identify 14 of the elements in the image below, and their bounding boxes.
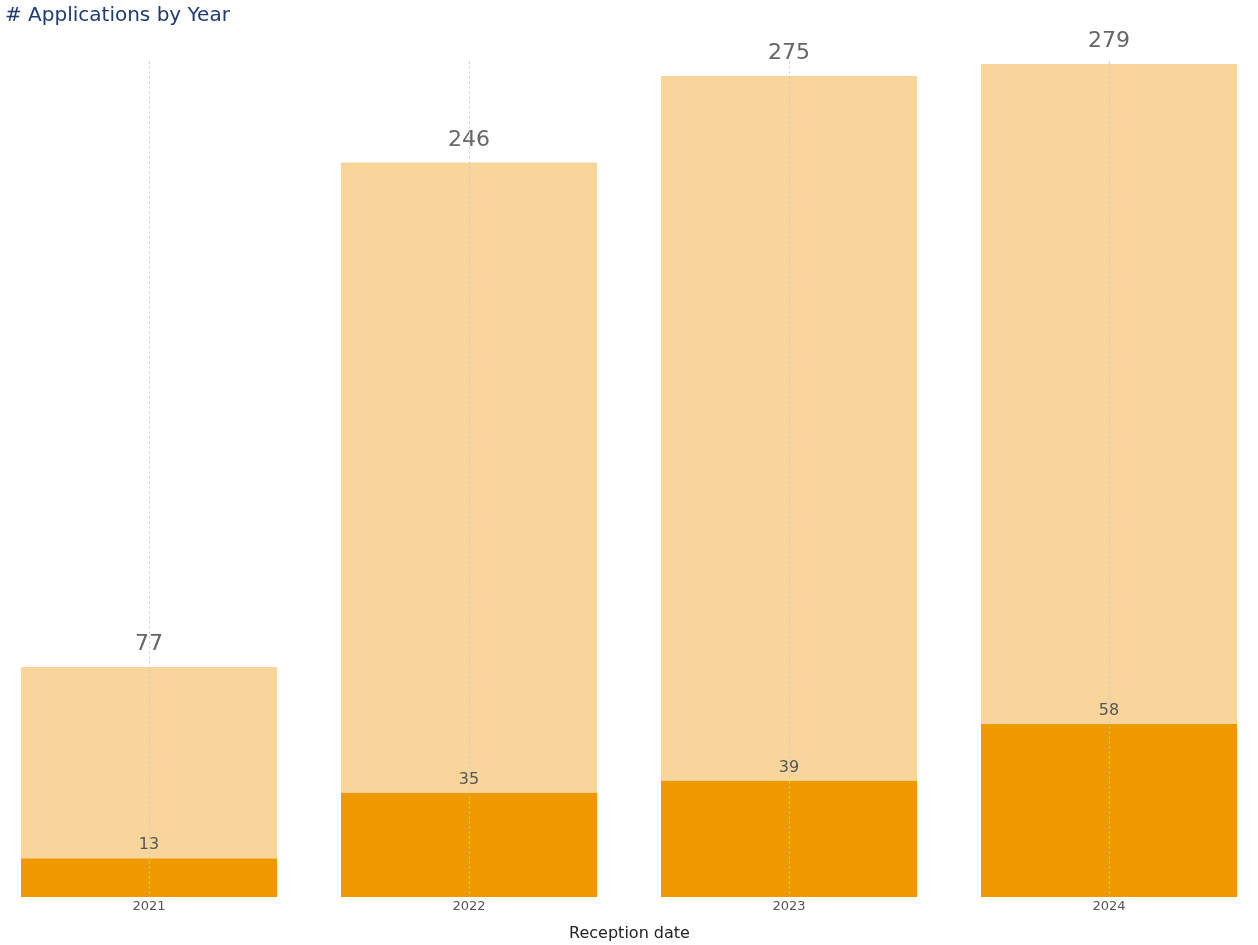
data-label: 35 xyxy=(458,768,480,788)
data-label: 39 xyxy=(778,756,800,776)
x-tick-label: 2021 xyxy=(132,897,166,913)
x-tick-label: 2024 xyxy=(1092,897,1126,913)
chart-title: # Applications by Year xyxy=(5,1,231,26)
x-axis-title: Reception date xyxy=(569,922,690,942)
total-label: 77 xyxy=(135,630,163,656)
data-label: 58 xyxy=(1098,699,1120,719)
total-label: 279 xyxy=(1088,26,1130,52)
x-tick-label: 2022 xyxy=(452,897,486,913)
total-label: 246 xyxy=(448,125,490,151)
data-label: 13 xyxy=(138,834,160,854)
total-label: 275 xyxy=(768,38,810,64)
x-tick-label: 2023 xyxy=(772,897,806,913)
